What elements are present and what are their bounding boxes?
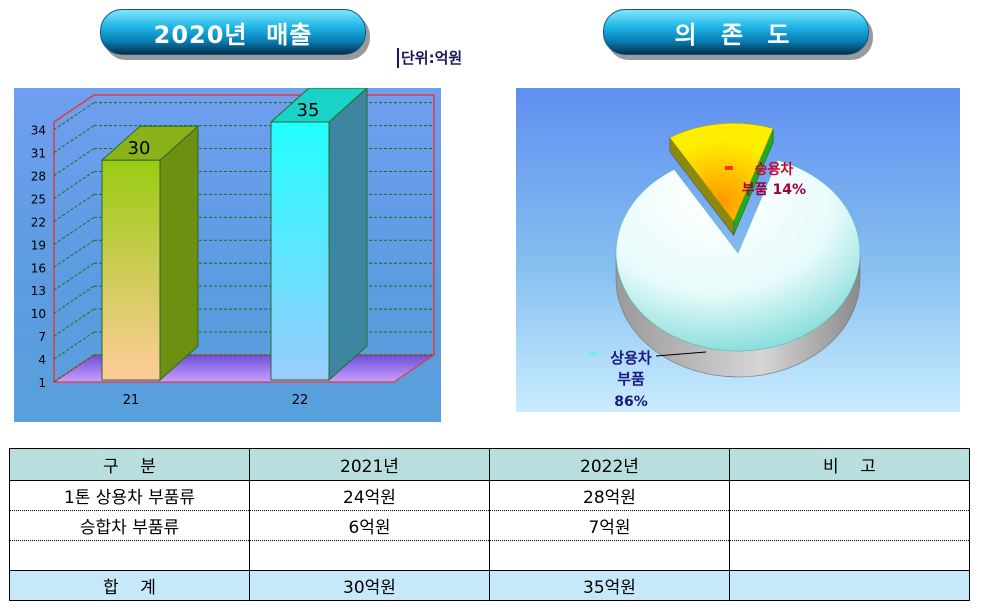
y-tick-label: 31 <box>31 147 46 161</box>
header-2022: 2022년 <box>489 448 730 481</box>
cell <box>249 540 490 571</box>
pie-slice-passenger <box>669 122 774 222</box>
y-tick-label: 13 <box>31 284 46 298</box>
gridline-side <box>53 216 95 245</box>
bar <box>101 159 161 381</box>
y-tick-label: 7 <box>38 330 46 344</box>
gridline-side <box>53 193 95 222</box>
gridline-side <box>53 148 95 176</box>
gridline-side <box>53 262 95 291</box>
table-row <box>9 540 970 571</box>
cell: 7억원 <box>489 510 730 541</box>
bar-data-label: 35 <box>297 100 320 121</box>
bar <box>270 121 330 381</box>
pie-label-commercial-line2: 부품 <box>617 370 645 388</box>
chart-wall-outline <box>53 94 435 382</box>
cell <box>489 540 730 571</box>
gridline-side <box>53 285 95 314</box>
cell: 24억원 <box>249 480 490 511</box>
unit-label: 단위:억원 <box>397 48 462 68</box>
table-row: 승합차 부품류 6억원 7억원 <box>9 510 970 541</box>
gridline-side <box>53 125 95 154</box>
sales-title: 2020년 매출 <box>153 20 313 49</box>
table-header-row: 구 분 2021년 2022년 비 고 <box>9 448 970 481</box>
sales-table: 구 분 2021년 2022년 비 고 1톤 상용차 부품류 24억원 28억원… <box>9 448 970 601</box>
sales-title-banner: 2020년 매출 <box>100 9 366 55</box>
header-2021: 2021년 <box>249 448 490 481</box>
pie-leader-line <box>655 351 707 357</box>
header-category: 구 분 <box>9 448 250 481</box>
header-remarks: 비 고 <box>729 448 970 481</box>
pie-slice-commercial <box>615 159 861 352</box>
dependency-title-banner: 의 존 도 <box>603 9 869 55</box>
total-label: 합 계 <box>9 570 250 601</box>
y-tick-label: 22 <box>31 215 46 229</box>
table-row: 1톤 상용차 부품류 24억원 28억원 <box>9 480 970 511</box>
y-tick-label: 10 <box>31 307 46 321</box>
cell <box>729 480 970 511</box>
bar-chart-panel: 1 4 7 10 13 16 19 22 25 28 31 34 30 21 35 22 <box>14 86 441 422</box>
cell: 6억원 <box>249 510 490 541</box>
bar-side <box>328 86 368 382</box>
dependency-title: 의 존 도 <box>674 20 798 49</box>
gridline-side <box>53 102 95 131</box>
gridline-side <box>53 331 95 360</box>
cell <box>729 540 970 571</box>
pie-label-passenger-line2: 부품 14% <box>742 182 806 198</box>
gridline-side <box>53 239 95 268</box>
total-remarks <box>729 570 970 601</box>
cell: 승합차 부품류 <box>9 510 250 541</box>
pie-label-commercial: 상용차 <box>610 349 652 367</box>
legend-key-commercial <box>589 351 597 355</box>
total-2021: 30억원 <box>249 570 490 601</box>
x-tick-label: 21 <box>123 393 140 408</box>
y-tick-label: 4 <box>38 353 46 367</box>
y-tick-label: 28 <box>31 170 46 184</box>
x-tick-label: 22 <box>292 393 309 408</box>
y-tick-label: 19 <box>31 238 46 252</box>
gridline-side <box>53 308 95 337</box>
total-2022: 35억원 <box>489 570 730 601</box>
bar-data-label: 30 <box>128 138 151 159</box>
pie-label-passenger: 승용차 <box>755 162 794 178</box>
pie-percent-commercial: 86% <box>614 394 648 410</box>
legend-key-passenger <box>725 166 733 170</box>
y-tick-label: 1 <box>38 376 46 390</box>
cell <box>729 510 970 541</box>
bar-side <box>159 125 199 382</box>
cell <box>9 540 250 571</box>
cell: 1톤 상용차 부품류 <box>9 480 250 511</box>
bar-chart: 1 4 7 10 13 16 19 22 25 28 31 34 30 21 35 22 <box>31 86 436 408</box>
y-tick-label: 25 <box>31 192 46 206</box>
table-total-row: 합 계 30억원 35억원 <box>9 570 970 601</box>
y-tick-label: 34 <box>31 124 46 138</box>
y-tick-label: 16 <box>31 261 46 275</box>
gridline-side <box>53 354 95 383</box>
cell: 28억원 <box>489 480 730 511</box>
gridline-side <box>53 171 95 199</box>
